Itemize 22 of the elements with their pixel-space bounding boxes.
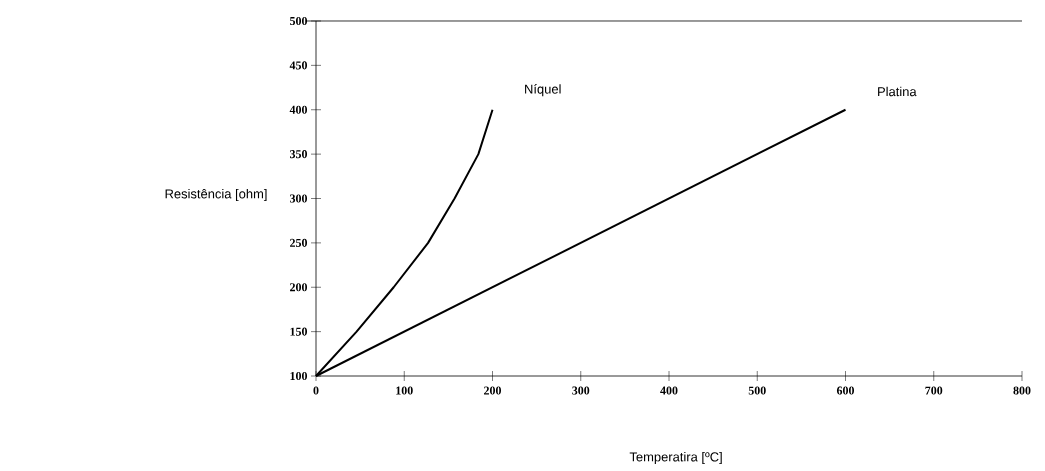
y-tick-label: 200 xyxy=(290,283,308,292)
y-tick-label: 100 xyxy=(290,371,308,381)
x-tick-label: 100 xyxy=(396,386,413,395)
y-tick-label: 150 xyxy=(290,327,308,336)
x-tick-label: 200 xyxy=(484,386,502,395)
text: Níquel xyxy=(525,84,561,97)
x-tick-label: 700 xyxy=(925,386,943,395)
y-tick-label: 450 xyxy=(289,61,308,70)
y-tick-label: 250 xyxy=(290,238,308,247)
x-tick-label: 400 xyxy=(660,386,678,395)
x-tick-label: 600 xyxy=(836,386,855,395)
y-tick-label: 350 xyxy=(290,150,308,159)
y-tick-label: 400 xyxy=(289,105,308,114)
y-tick-label: 500 xyxy=(290,16,308,26)
x-tick-label: 300 xyxy=(572,386,590,395)
y-tick-label: 300 xyxy=(290,194,308,203)
text: Platina xyxy=(878,86,917,97)
x-tick-label: 800 xyxy=(1013,386,1031,395)
x-axis-title: Temperatira [ºC] xyxy=(629,451,722,465)
x-tick-label: 500 xyxy=(748,386,766,395)
y-axis-title: Resistência [ohm] xyxy=(165,188,267,202)
x-tick-label: 0 xyxy=(313,386,319,395)
